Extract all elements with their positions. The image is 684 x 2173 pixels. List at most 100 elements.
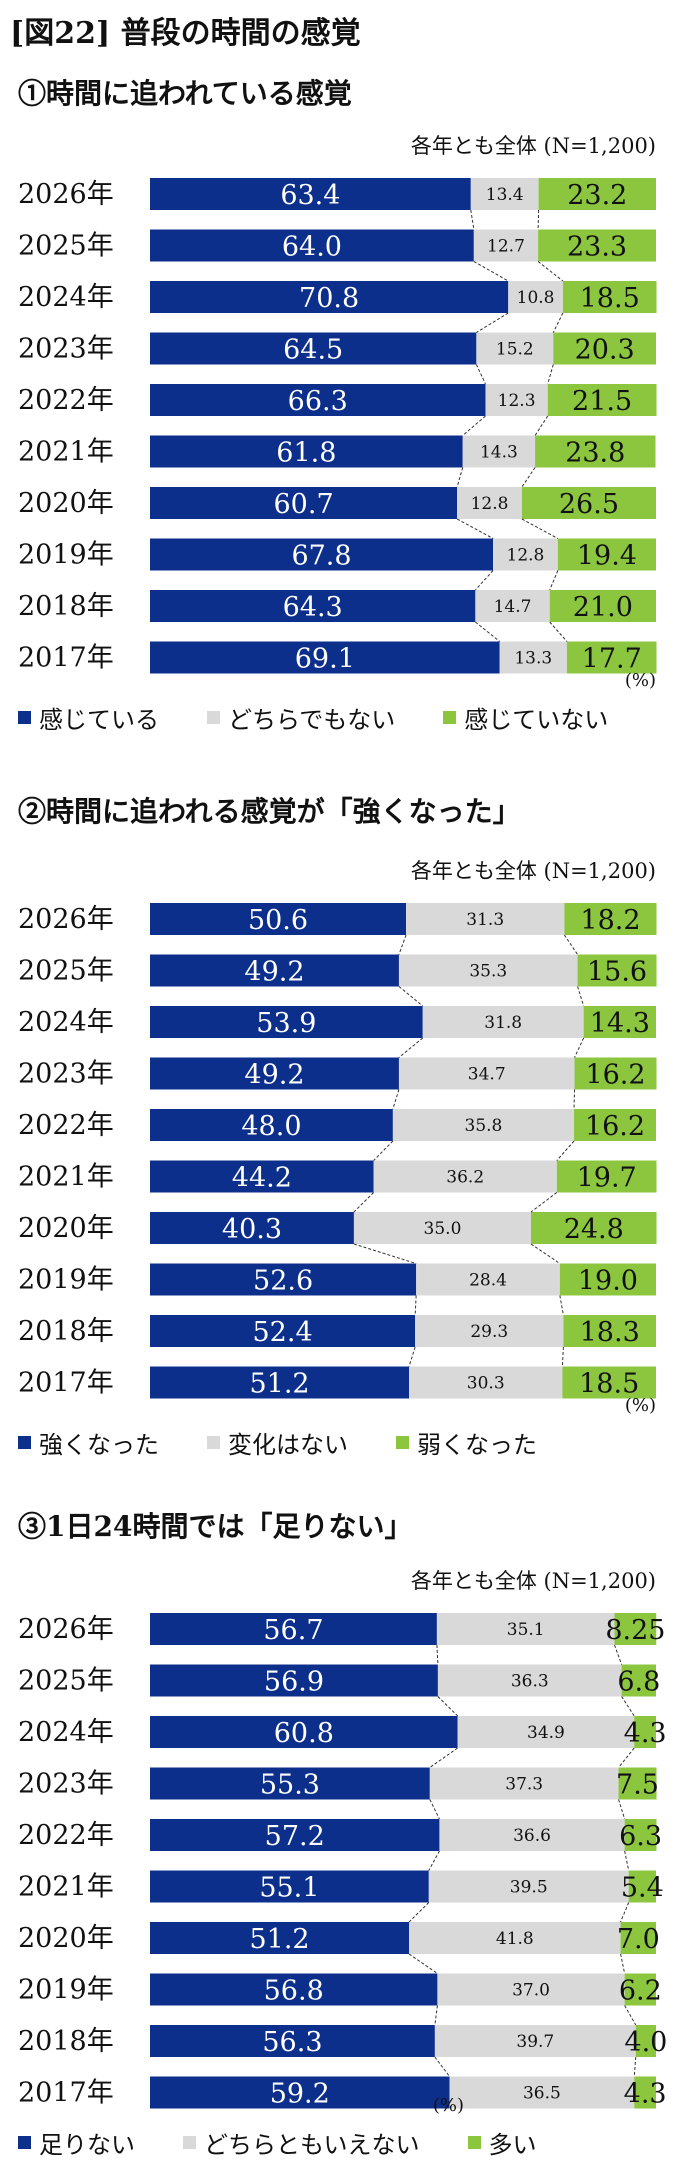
category-label: 2021年	[18, 1872, 114, 1903]
data-label: 34.7	[468, 1065, 506, 1085]
data-label: 64.5	[283, 335, 343, 366]
bar-segment	[563, 1315, 656, 1347]
connector-line	[563, 934, 578, 955]
stacked-bar-chart: 2026年 63.4 13.4 23.2 2025年 64.0 12.7 23.3 2024年 7…	[0, 160, 684, 697]
data-label: 36.2	[446, 1168, 484, 1188]
category-label: 2017年	[18, 2078, 114, 2109]
connector-line	[408, 1902, 430, 1923]
connector-line	[552, 312, 564, 333]
bar-segment	[406, 903, 565, 935]
bar-segment	[422, 1006, 584, 1038]
bar-segment	[549, 590, 656, 622]
category-label: 2024年	[18, 1007, 114, 1038]
category-label: 2025年	[18, 1666, 114, 1697]
data-label: 37.0	[512, 1981, 550, 2001]
bar-segment	[508, 281, 563, 313]
chart-title: ①時間に追われている感覚	[18, 77, 352, 110]
data-label: 59.2	[270, 2079, 330, 2110]
data-label: 39.7	[516, 2032, 554, 2052]
data-label: 56.9	[264, 1667, 324, 1698]
connector-line	[537, 209, 540, 230]
bar-segment	[150, 281, 509, 313]
data-label: 6.3	[619, 1821, 662, 1852]
legend-item: 足りない	[18, 2125, 135, 2160]
legend-swatch	[396, 1436, 409, 1449]
connector-line	[547, 364, 554, 385]
category-label: 2017年	[18, 643, 114, 674]
unit-label: (%)	[432, 2095, 464, 2116]
data-label: 51.2	[249, 1924, 309, 1955]
bar-segment	[634, 1716, 656, 1748]
bar-segment	[499, 641, 567, 674]
legend-swatch	[18, 1436, 31, 1449]
data-label: 53.9	[256, 1008, 316, 1039]
bar-segment	[475, 590, 550, 622]
connector-line	[353, 1192, 375, 1213]
data-label: 18.3	[580, 1317, 640, 1348]
connector-line	[429, 1799, 440, 1820]
connector-line	[398, 1037, 424, 1058]
data-label: 50.6	[248, 905, 308, 936]
data-label: 13.4	[486, 185, 524, 205]
legend-label: 多い	[488, 2131, 537, 2159]
legend-item: 変化はない	[207, 1425, 348, 1460]
data-label: 6.8	[617, 1667, 660, 1698]
data-label: 14.3	[480, 443, 518, 463]
chart-svg: 2026年 56.7 35.1 8.25 2025年 56.9 36.3 6.8 2024年 60…	[18, 1613, 667, 2110]
data-label: 23.8	[565, 438, 625, 469]
bar-segment	[620, 1922, 656, 1954]
data-label: 12.7	[487, 237, 525, 257]
unit-label: (%)	[624, 1395, 656, 1416]
data-label: 12.8	[507, 546, 545, 566]
connector-line	[373, 1140, 394, 1161]
data-label: 14.7	[494, 597, 532, 617]
data-label: 21.0	[573, 592, 633, 623]
category-label: 2019年	[18, 1265, 114, 1296]
data-label: 4.0	[624, 2027, 667, 2058]
bar-segment	[150, 384, 486, 416]
connector-line	[521, 467, 536, 488]
bar-segment	[150, 641, 500, 674]
data-label: 60.8	[274, 1718, 334, 1749]
legend-item: 強くなった	[18, 1425, 159, 1460]
category-label: 2022年	[18, 385, 114, 416]
bar-segment	[439, 1819, 625, 1851]
category-label: 2026年	[18, 179, 114, 210]
category-label: 2021年	[18, 1162, 114, 1193]
bar-segment	[150, 332, 477, 365]
data-label: 56.3	[262, 2027, 322, 2058]
connector-line	[614, 1644, 623, 1665]
data-label: 17.7	[582, 644, 642, 675]
legend-swatch	[183, 2136, 196, 2149]
bar-segment	[624, 1973, 656, 2006]
data-label: 66.3	[288, 386, 348, 417]
connector-line	[530, 1192, 558, 1213]
data-label: 67.8	[291, 541, 351, 572]
bar-segment	[392, 1109, 575, 1141]
category-label: 2019年	[18, 540, 114, 571]
category-label: 2022年	[18, 1820, 114, 1851]
bar-segment	[150, 1212, 354, 1244]
bar-segment	[150, 1315, 416, 1347]
connector-line	[408, 1953, 438, 1974]
bar-segment	[150, 178, 471, 210]
bar-segment	[150, 954, 399, 987]
connector-line	[392, 1089, 400, 1110]
connector-line	[633, 2056, 637, 2077]
legend: 感じている どちらでもない 感じていない	[18, 700, 608, 735]
category-label: 2026年	[18, 904, 114, 935]
bar-segment	[429, 1767, 619, 1800]
bar-segment	[150, 1973, 438, 2006]
data-label: 35.3	[469, 962, 507, 982]
connector-line	[561, 1346, 564, 1367]
bar-segment	[628, 1870, 656, 1903]
bar-segment	[150, 1870, 429, 1903]
connector-line	[618, 1747, 635, 1768]
data-label: 16.2	[585, 1111, 645, 1142]
data-label: 48.0	[241, 1111, 301, 1142]
chart-svg: 2026年 63.4 13.4 23.2 2025年 64.0 12.7 23.3 2024年 7…	[18, 178, 657, 675]
connector-line	[429, 1747, 458, 1768]
legend-swatch	[207, 1436, 220, 1449]
bar-segment	[150, 1767, 430, 1800]
connector-line	[621, 1696, 635, 1717]
